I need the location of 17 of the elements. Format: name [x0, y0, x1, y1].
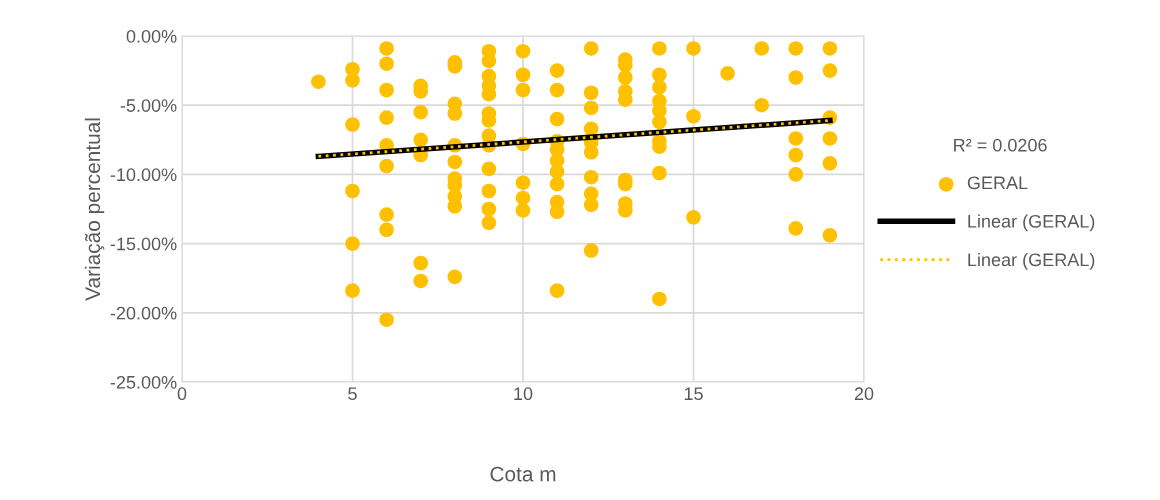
legend-label: Linear (GERAL) — [968, 214, 1095, 232]
legend-label: GERAL — [967, 176, 1028, 190]
y-tick-label: 0.00% — [126, 29, 177, 43]
text: R² = 0.0206 — [954, 138, 1047, 152]
x-axis-title: Cota m — [490, 466, 556, 482]
y-axis-title: Variação percentual — [84, 118, 105, 301]
x-tick-label: 15 — [684, 387, 703, 401]
y-tick-label: -5.00% — [120, 99, 177, 112]
y-tick-label: -25.00% — [110, 375, 177, 389]
y-tick-label: -20.00% — [110, 306, 177, 320]
y-tick-label: -15.00% — [110, 237, 177, 251]
legend-label: Linear (GERAL) — [968, 252, 1095, 270]
x-tick-label: 5 — [348, 387, 357, 401]
y-tick-label: -10.00% — [110, 168, 177, 182]
x-tick-label: 0 — [177, 387, 187, 401]
x-tick-label: 20 — [854, 387, 874, 401]
x-tick-label: 10 — [514, 387, 533, 401]
